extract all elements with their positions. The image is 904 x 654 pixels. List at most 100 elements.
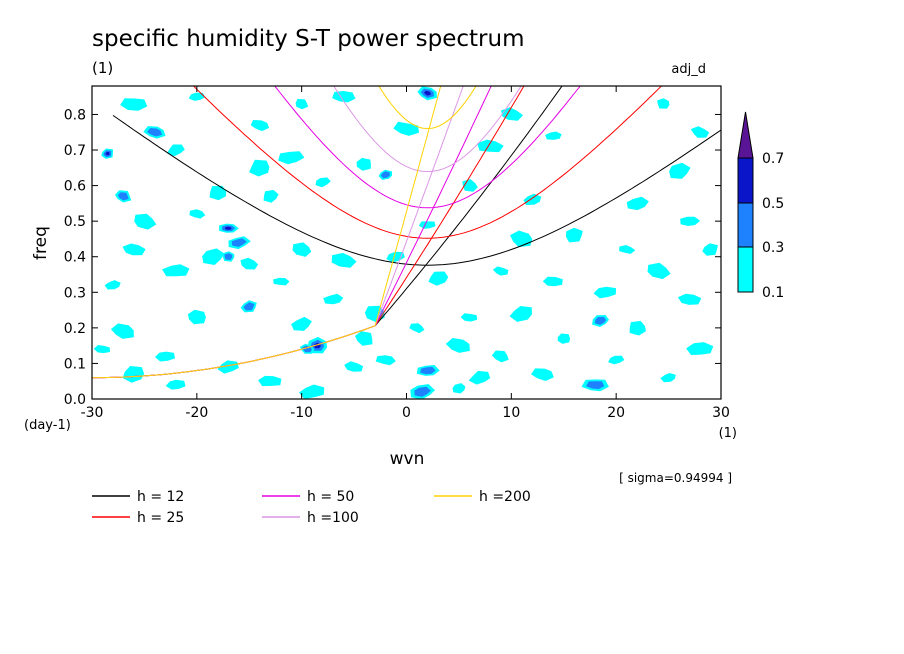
contour-patch	[468, 370, 491, 385]
y-tick-label: 0.1	[64, 356, 86, 372]
contour-patch	[629, 320, 646, 336]
colorbar-label: 0.5	[762, 196, 784, 212]
contour-patch	[224, 253, 233, 260]
colorbar: 0.1 0.3 0.5 0.7	[737, 111, 784, 301]
contour-patch	[162, 264, 190, 277]
contour-patch	[380, 171, 390, 179]
colorbar-label: 0.3	[762, 240, 784, 256]
contour-patch	[93, 345, 110, 354]
contour-patch	[420, 366, 436, 375]
contour-patch	[315, 177, 331, 188]
curve-h200-kelvin	[92, 86, 442, 379]
colorbar-label: 0.7	[762, 151, 784, 167]
contour-patch	[134, 213, 157, 230]
contour-patch	[299, 384, 325, 399]
contour-patch	[120, 98, 148, 111]
curve-h100-upper	[333, 86, 522, 173]
contour-patch	[225, 226, 232, 230]
contour-patch	[291, 316, 312, 331]
contour-patch	[375, 355, 396, 366]
contour-patch	[295, 98, 309, 110]
contour-patch	[491, 350, 509, 363]
y-tick-label: 0.6	[64, 179, 86, 195]
contour-patch	[545, 131, 562, 140]
contour-patch	[492, 266, 509, 276]
contour-patch	[187, 309, 206, 325]
contour-patch	[566, 227, 583, 243]
contour-patch	[531, 368, 554, 381]
contour-patch	[356, 157, 371, 171]
contour-patch	[332, 91, 356, 103]
x-tick-label: 20	[607, 405, 625, 421]
legend-label: h =100	[307, 510, 359, 526]
contour-patch	[542, 276, 563, 287]
contour-patch	[586, 381, 605, 390]
contour-patch	[147, 128, 162, 137]
contour-patch	[690, 126, 710, 138]
x-tick-label: 0	[402, 405, 411, 421]
contour-patch	[608, 355, 625, 365]
contour-patch	[250, 120, 270, 132]
contour-patch	[702, 243, 718, 256]
y-tick-label: 0.2	[64, 321, 86, 337]
contour-patch	[278, 151, 305, 165]
contour-patch	[418, 221, 436, 229]
contour-patch	[477, 139, 504, 153]
contour-patch	[331, 252, 357, 268]
contour-patch	[594, 316, 607, 325]
y-tick-label: 0.3	[64, 285, 86, 301]
contour-patch	[509, 306, 532, 322]
chart-subtitle-right: adj_d	[671, 62, 706, 77]
contour-patch	[188, 92, 206, 101]
contour-patch	[166, 144, 185, 157]
curve-h200-upper	[378, 86, 477, 130]
contour-patch	[273, 277, 290, 286]
curve-h50-upper	[274, 86, 581, 209]
contour-patch	[424, 90, 431, 96]
contour-patch	[217, 360, 239, 374]
contour-patch	[263, 190, 279, 203]
y-tick-label: 0.7	[64, 143, 86, 159]
contour-patch	[510, 230, 533, 248]
contour-patch	[209, 185, 227, 201]
x-tick-label: -20	[185, 405, 208, 421]
contour-patch	[677, 293, 702, 305]
y-axis-label: freq	[31, 226, 51, 260]
legend-label: h =200	[479, 489, 531, 505]
contour-patch	[122, 366, 145, 383]
contour-patch	[669, 162, 691, 179]
contour-patch	[240, 257, 259, 270]
contour-patch	[680, 216, 701, 226]
contour-patch	[292, 242, 312, 257]
contour-patch	[344, 361, 364, 372]
y-tick-label: 0.5	[64, 214, 86, 230]
contour-patch	[105, 151, 110, 156]
x-tick-label: 30	[712, 405, 730, 421]
x-axis-label: wvn	[390, 449, 425, 469]
contour-patch	[660, 373, 676, 383]
x-unit-label: (1)	[719, 426, 737, 441]
dispersion-curves	[92, 86, 721, 379]
legend-label: h = 50	[307, 489, 354, 505]
contour-patch	[243, 302, 255, 311]
colorbar-segment	[737, 157, 754, 204]
contour-patch	[460, 313, 478, 322]
colorbar-label: 0.1	[762, 285, 784, 301]
contour-patch	[258, 375, 282, 387]
x-tick-label: -30	[81, 405, 104, 421]
y-tick-label: 0.8	[64, 107, 86, 123]
contour-patch	[557, 333, 570, 344]
contour-patch	[386, 251, 405, 263]
contour-patch	[155, 351, 175, 362]
contour-patch	[626, 196, 649, 211]
contour-patch	[593, 286, 616, 299]
curve-h12-upper	[112, 114, 721, 266]
sigma-label: [ sigma=0.94994 ]	[619, 471, 732, 485]
x-tick-label: -10	[290, 405, 313, 421]
y-unit-label: (day-1)	[24, 418, 71, 433]
contour-patch	[686, 342, 714, 355]
contour-patch	[355, 331, 373, 346]
contour-patch	[323, 293, 344, 305]
curve-h25-upper	[192, 86, 663, 239]
